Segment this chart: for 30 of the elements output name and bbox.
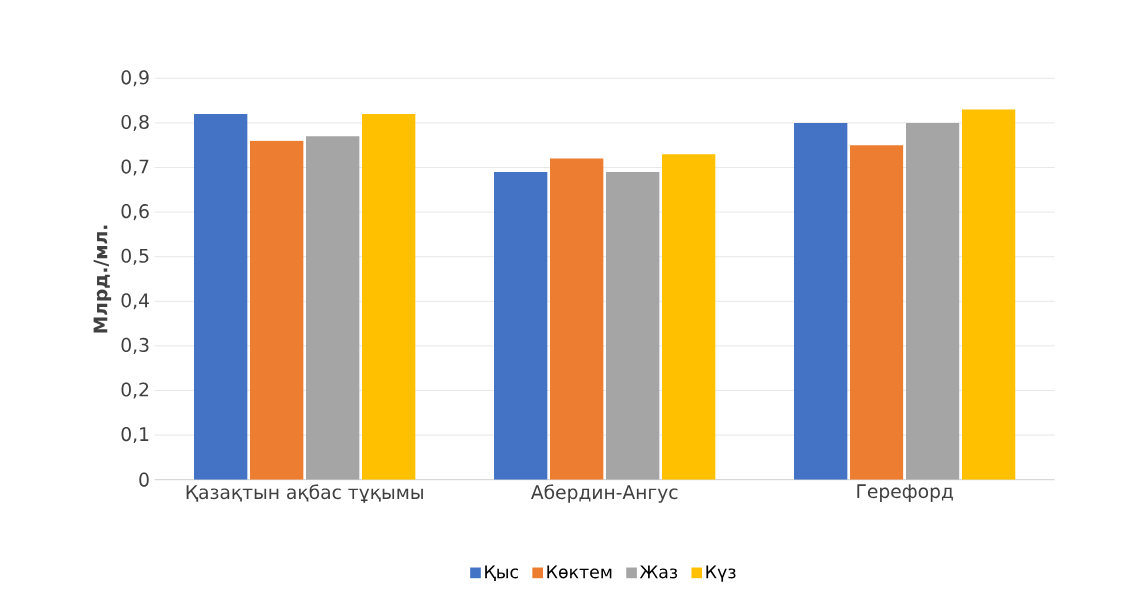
y-axis-title: Млрд./мл. [93, 225, 112, 333]
bar [850, 145, 904, 480]
y-tick-label: 0,7 [121, 159, 149, 176]
bar [606, 171, 660, 480]
legend-label: Көктем [547, 565, 612, 579]
y-tick-label: 0,3 [121, 337, 149, 354]
legend-label: Жаз [639, 565, 678, 579]
y-tick-label: 0,5 [121, 248, 149, 265]
bar [494, 171, 548, 480]
x-tick-label: Абердин-Ангус [530, 484, 678, 503]
y-tick-label: 0,2 [121, 382, 149, 399]
y-tick-label: 0,9 [121, 70, 149, 87]
y-tick-label: 0,8 [121, 114, 149, 131]
y-tick-label: 0,1 [121, 427, 149, 444]
y-tick-label: 0 [139, 472, 149, 487]
y-tick-label: 0,4 [121, 293, 149, 310]
bar [962, 109, 1016, 480]
bar [362, 114, 416, 480]
legend-label: Күз [706, 565, 736, 582]
y-tick-label: 0,6 [121, 204, 149, 221]
bar [550, 158, 604, 480]
bar [250, 140, 304, 480]
bar [662, 154, 716, 480]
x-tick-label: Герефорд [857, 484, 953, 502]
bar [194, 114, 248, 480]
bar [906, 122, 960, 480]
bar [794, 122, 848, 480]
x-tick-label: Қазақтын ақбас тұқымы [186, 484, 423, 503]
bar [306, 136, 360, 480]
legend-label: Қыс [485, 565, 518, 581]
